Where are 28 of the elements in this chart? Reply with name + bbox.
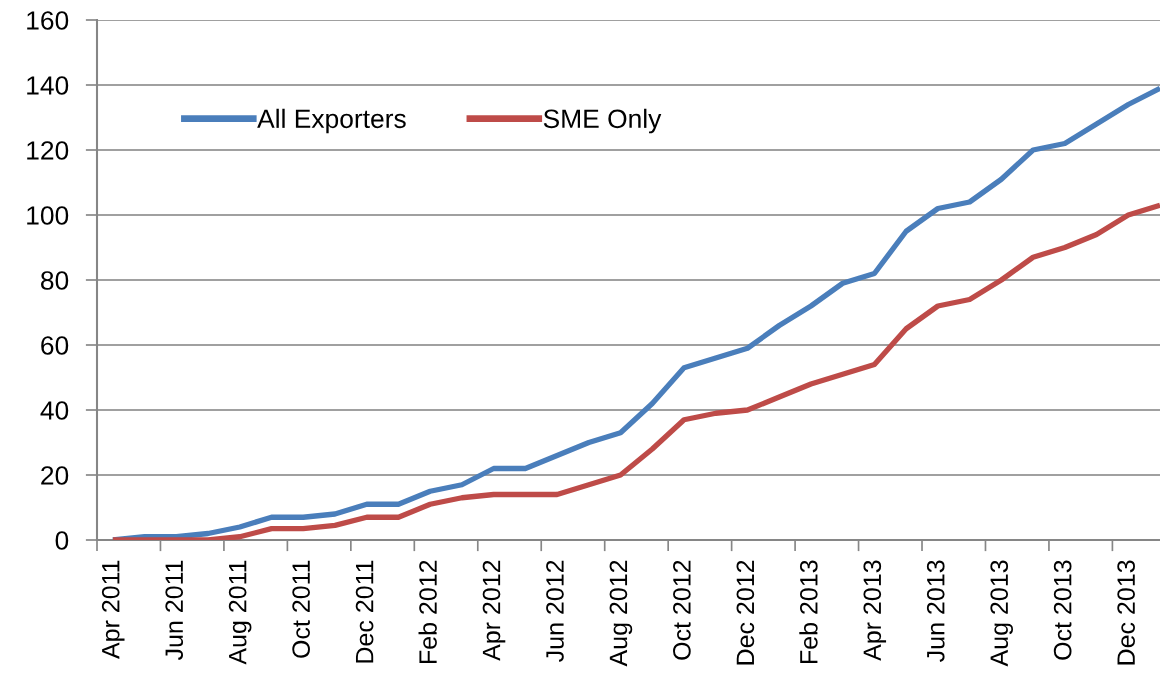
legend-label: SME Only [543, 108, 662, 134]
x-tick-label: Feb 2013 [799, 560, 818, 664]
y-tick-label: 140 [27, 76, 69, 95]
y-tick-label: 120 [27, 141, 69, 160]
x-tick-label: Oct 2013 [1053, 560, 1072, 660]
x-tick-label: Feb 2012 [418, 560, 437, 664]
x-tick-label: Apr 2013 [863, 560, 887, 661]
x-tick-label: Aug 2012 [609, 560, 633, 667]
x-tick-label: Dec 2012 [736, 560, 755, 665]
x-tick-label: Jun 2013 [926, 560, 945, 662]
y-tick-label: 100 [27, 206, 69, 225]
x-tick-label: Apr 2011 [101, 560, 125, 660]
y-tick-label: 60 [41, 336, 69, 355]
x-tick-label: Oct 2012 [673, 560, 691, 660]
x-tick-label: Aug 2011 [228, 560, 252, 665]
y-tick-label: 160 [27, 11, 69, 30]
x-tick-label: Apr 2012 [482, 560, 506, 661]
x-tick-label: Aug 2013 [990, 560, 1013, 667]
y-tick-label: 0 [55, 531, 69, 550]
y-tick-label: 20 [41, 466, 69, 485]
x-tick-label: Jun 2012 [546, 560, 564, 662]
x-tick-label: Oct 2011 [292, 560, 310, 658]
x-tick-label: Jun 2011 [165, 560, 184, 661]
y-tick-label: 80 [41, 271, 69, 290]
legend-label: All Exporters [257, 108, 406, 134]
x-tick-label: Dec 2013 [1117, 560, 1135, 665]
y-tick-label: 40 [40, 401, 69, 420]
x-tick-label: Dec 2011 [355, 560, 374, 663]
